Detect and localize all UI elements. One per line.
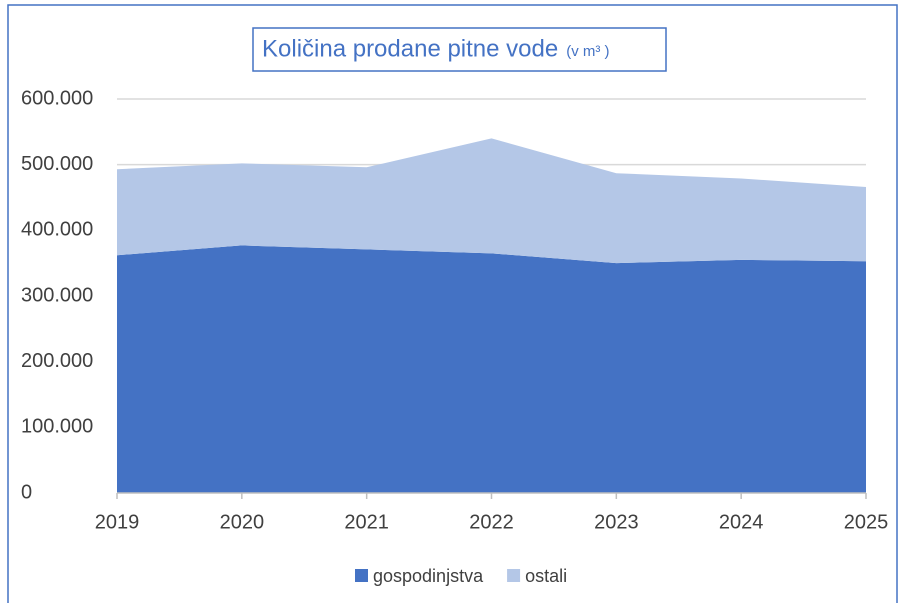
x-tick-label: 2025	[844, 511, 889, 533]
area	[117, 245, 866, 493]
y-tick-label: 300.000	[21, 284, 93, 306]
x-tick-label: 2024	[719, 511, 764, 533]
y-tick-label: 500.000	[21, 153, 93, 175]
y-tick-label: 0	[21, 481, 32, 503]
y-tick-label: 100.000	[21, 416, 93, 438]
legend-label: ostali	[525, 566, 567, 586]
y-tick-label: 600.000	[21, 87, 93, 109]
x-tick-label: 2020	[220, 511, 265, 533]
x-tick-label: 2022	[469, 511, 514, 533]
x-tick-label: 2019	[95, 511, 140, 533]
x-tick-label: 2021	[344, 511, 389, 533]
title-box	[252, 27, 667, 72]
area	[117, 138, 866, 264]
y-tick-label: 400.000	[21, 219, 93, 241]
legend-swatch	[355, 569, 368, 582]
title-unit: (v m³ )	[566, 43, 609, 60]
x-tick-label: 2023	[594, 511, 639, 533]
chart-title: Količina prodane pitne vode	[262, 35, 558, 62]
y-tick-label: 200.000	[21, 350, 93, 372]
legend-label: gospodinjstva	[373, 566, 484, 586]
legend-swatch	[507, 569, 521, 582]
